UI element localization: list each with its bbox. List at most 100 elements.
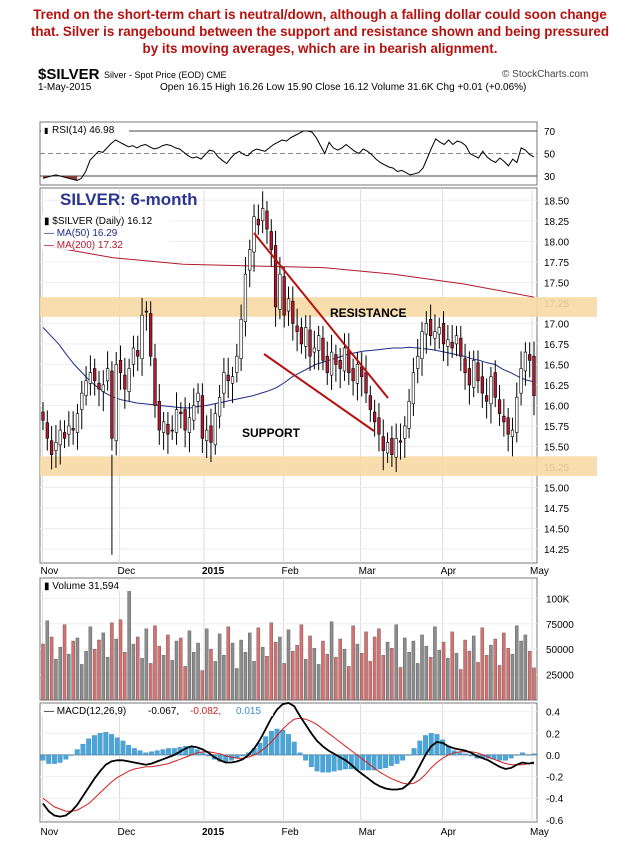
volume-bar [446, 658, 450, 701]
volume-bar [527, 651, 532, 701]
macd-date-label: 2015 [202, 827, 225, 838]
volume-bar [368, 661, 373, 701]
macd-date-label: Dec [118, 827, 136, 838]
candle-body [140, 314, 144, 359]
volume-bar [105, 657, 110, 701]
volume-bar [97, 639, 101, 701]
macd-histogram-bar [371, 754, 377, 771]
volume-bar [377, 628, 381, 701]
ma200-legend: — MA(200) 17.32 [44, 240, 123, 251]
macd-histogram-bar [240, 754, 246, 757]
volume-bar [411, 640, 416, 701]
macd-histogram-bar [126, 745, 132, 756]
ohlc-summary: Open 16.15 High 16.26 Low 15.90 Close 16… [160, 82, 527, 93]
volume-bar [338, 638, 342, 701]
candle-body [446, 339, 450, 347]
volume-bar [295, 644, 299, 701]
volume-bar [114, 638, 118, 701]
candle-body [71, 428, 75, 431]
rsi-legend-bg [41, 124, 129, 135]
macd-histogram-bar [337, 754, 343, 771]
candle-body [273, 245, 278, 308]
volume-bar [519, 640, 523, 701]
macd-histogram-bar [57, 754, 63, 763]
symbol-description: Silver - Spot Price (EOD) CME [104, 70, 227, 80]
candle-body [463, 358, 467, 373]
candle-body [411, 372, 416, 405]
volume-tick-label: 100K [546, 594, 570, 605]
stockcharts-brand: © StockCharts.com [502, 69, 589, 80]
price-legend-main: ▮ $SILVER (Daily) 16.12 [44, 216, 153, 227]
volume-bar [75, 637, 80, 701]
candle-body [127, 368, 131, 392]
candle-body [347, 350, 351, 373]
macd-histogram-bar [303, 754, 309, 761]
volume-bar [49, 636, 54, 701]
macd-histogram-bar [525, 754, 531, 756]
candle-body [321, 337, 325, 361]
volume-bar [41, 643, 45, 701]
price-date-label: Nov [40, 566, 58, 577]
candle-body [351, 368, 355, 382]
price-tick-label: 16.50 [544, 360, 569, 371]
downtrend-line-lower [263, 353, 375, 432]
candle-body [131, 347, 136, 365]
volume-bar [359, 653, 364, 701]
volume-bar [256, 627, 261, 701]
candle-body [312, 347, 316, 353]
volume-bar [390, 647, 394, 701]
macd-histogram-bar [308, 754, 314, 767]
volume-bar [265, 656, 269, 701]
candle-body [368, 395, 372, 410]
volume-tick-label: 75000 [546, 620, 574, 631]
volume-bar [441, 641, 446, 701]
volume-bar [118, 619, 123, 701]
macd-histogram-bar [69, 754, 74, 756]
volume-bar [312, 647, 317, 701]
macd-histogram-bar [46, 754, 52, 764]
macd-histogram-bar [463, 753, 468, 756]
candle-body [459, 337, 463, 357]
volume-bar [45, 620, 50, 701]
volume-bar [476, 662, 480, 701]
candle-body [88, 372, 93, 384]
volume-bar [394, 624, 398, 701]
candle-body [282, 276, 286, 316]
candle-body [433, 331, 437, 339]
macd-histogram-bar [417, 740, 423, 756]
candle-body [93, 368, 97, 382]
macd-legend-name: — MACD(12,26,9) [44, 706, 126, 717]
candle-body [179, 411, 183, 414]
volume-bar [424, 645, 429, 701]
rsi-line [42, 130, 535, 182]
volume-bar [403, 637, 407, 701]
macd-histogram-bar [86, 738, 92, 756]
price-tick-label: 15.00 [544, 484, 569, 495]
volume-bar [467, 651, 472, 701]
macd-histogram-bar [166, 748, 172, 756]
volume-bar [347, 666, 351, 701]
candle-body [196, 392, 200, 402]
macd-histogram-bar [91, 735, 97, 756]
candle-body [80, 392, 84, 410]
macd-tick-label: -0.4 [546, 794, 564, 805]
volume-bar [54, 659, 58, 701]
macd-histogram-bar [360, 754, 366, 771]
volume-bar [454, 653, 459, 701]
volume-bar [92, 648, 97, 701]
macd-histogram-bar [109, 734, 114, 756]
volume-legend: ▮ Volume 31,594 [44, 581, 119, 592]
volume-bar [58, 646, 62, 701]
volume-bar [269, 622, 274, 701]
candle-body [450, 341, 454, 349]
macd-histogram-bar [520, 752, 525, 756]
volume-bar [209, 648, 213, 701]
volume-bar [334, 657, 338, 701]
volume-bar [204, 628, 209, 701]
macd-histogram-bar [114, 737, 120, 756]
volume-bar [174, 640, 179, 701]
macd-histogram-bar [388, 754, 394, 766]
macd-histogram-bar [531, 753, 537, 756]
candle-body [114, 364, 118, 442]
macd-histogram-bar [514, 754, 520, 756]
